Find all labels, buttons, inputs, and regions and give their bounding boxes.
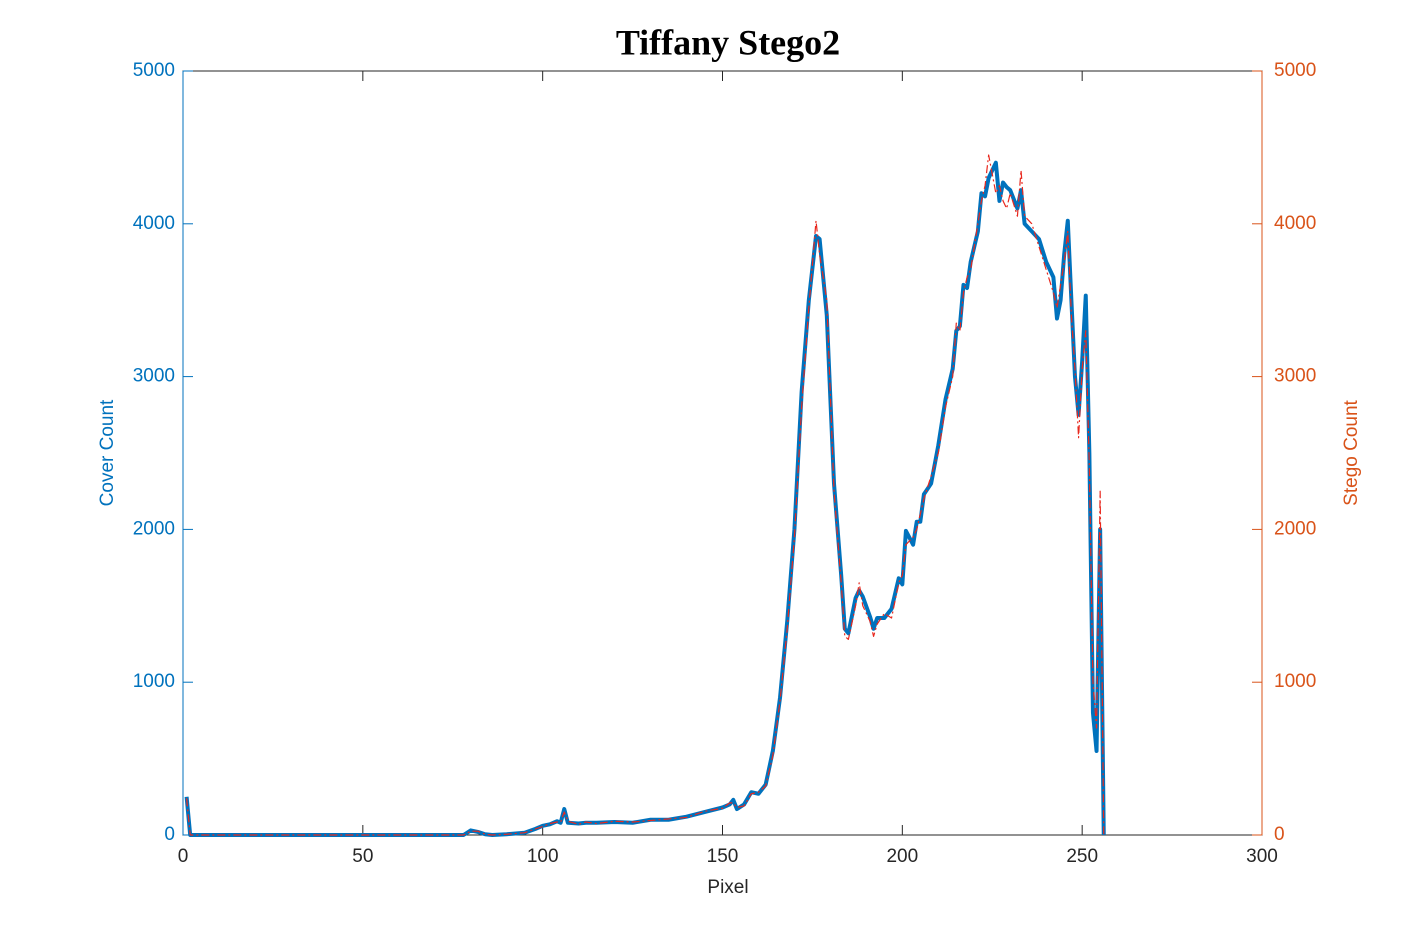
y-tick-label: 4000: [133, 213, 175, 234]
y2-tick-label: 0: [1274, 824, 1285, 845]
x-tick-label: 50: [352, 846, 373, 867]
y-axis-label: Cover Count: [97, 399, 118, 506]
chart-title: Tiffany Stego2: [616, 22, 840, 62]
x-axis-label: Pixel: [707, 877, 748, 898]
y-tick-label: 2000: [133, 518, 175, 539]
y2-tick-label: 1000: [1274, 671, 1316, 692]
x-tick-label: 200: [886, 846, 918, 867]
y2-tick-label: 2000: [1274, 518, 1316, 539]
y2-tick-label: 5000: [1274, 60, 1316, 81]
x-tick-label: 100: [527, 846, 559, 867]
y-tick-label: 0: [164, 824, 175, 845]
x-tick-label: 250: [1066, 846, 1098, 867]
x-tick-label: 300: [1246, 846, 1278, 867]
y2-tick-label: 4000: [1274, 213, 1316, 234]
y-tick-label: 5000: [133, 60, 175, 81]
plot-area: [182, 70, 1263, 836]
y-tick-label: 3000: [133, 366, 175, 387]
y2-axis-label: Stego Count: [1341, 399, 1362, 505]
series-line: [186, 154, 1105, 836]
series-line: [184, 160, 1106, 837]
x-tick-label: 150: [707, 846, 739, 867]
y-tick-label: 1000: [133, 671, 175, 692]
y2-tick-label: 3000: [1274, 366, 1316, 387]
x-tick-label: 0: [178, 846, 189, 867]
